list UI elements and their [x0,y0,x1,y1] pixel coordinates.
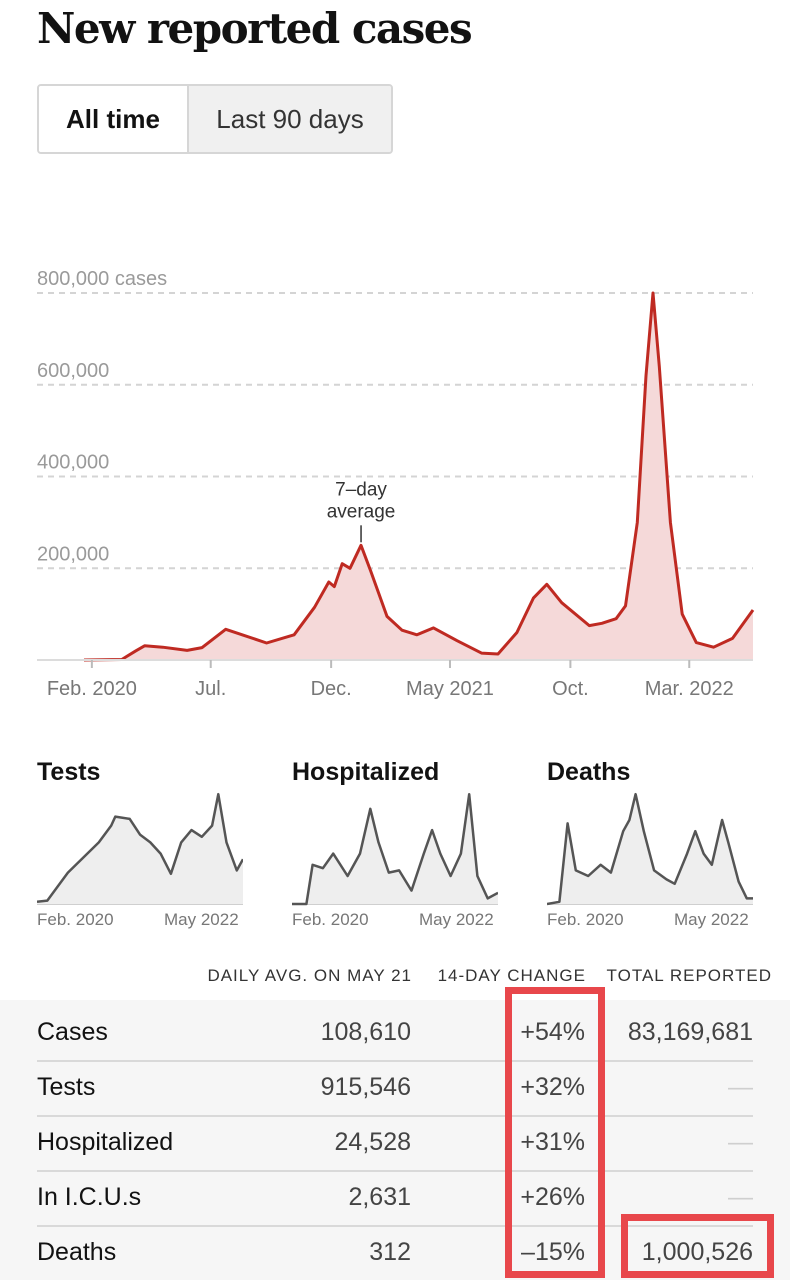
change-column-highlight [505,987,605,1278]
annotation-label: 7–day [335,479,387,500]
total-value: — [728,1183,753,1211]
x-tick-label: Oct. [552,678,589,700]
x-tick-label: May 2021 [406,678,494,700]
table-row: Tests 915,546 +32% — [37,1061,753,1117]
row-label: Cases [37,1018,108,1046]
summary-table [0,1000,790,1280]
tests-x-end: May 2022 [164,910,239,929]
mini-line [37,792,243,904]
tests-chart [37,792,243,905]
header-14-day-change: 14-DAY CHANGE [437,966,586,985]
cases-chart: 800,000 cases 600,000 400,000 200,000 Feb. … [37,268,755,700]
tests-x-start: Feb. 2020 [37,910,114,929]
table-row: In I.C.U.s 2,631 +26% — [37,1171,753,1227]
cases-line [83,291,755,662]
y-tick-label: 200,000 [37,543,109,565]
deaths-total-highlight [621,1214,774,1278]
tab-all-time[interactable]: All time [39,86,189,152]
y-tick-label: 400,000 [37,452,109,474]
daily-avg-value: 108,610 [320,1018,411,1046]
hospitalized-chart [292,792,498,906]
deaths-chart-title: Deaths [547,758,631,786]
total-value: 83,169,681 [627,1018,753,1046]
daily-avg-value: 2,631 [348,1183,411,1211]
change-value: +54% [520,1018,585,1046]
row-label: Tests [37,1073,96,1101]
hospitalized-x-end: May 2022 [419,910,494,929]
mini-area [37,794,243,904]
tests-chart-title: Tests [37,758,101,786]
hospitalized-chart-title: Hospitalized [292,758,440,786]
mini-line [292,792,498,906]
time-range-toggle: All time Last 90 days [37,84,393,154]
total-value: — [728,1073,753,1101]
row-label: Hospitalized [37,1128,174,1156]
daily-avg-value: 915,546 [320,1073,411,1101]
y-tick-label: 600,000 [37,360,109,382]
daily-avg-value: 24,528 [334,1128,411,1156]
mini-area [292,794,498,904]
daily-avg-value: 312 [369,1238,411,1266]
x-tick-label: Mar. 2022 [645,678,734,700]
deaths-x-start: Feb. 2020 [547,910,624,929]
change-value: –15% [521,1238,585,1266]
mini-area [547,794,753,904]
total-value: — [728,1128,753,1156]
deaths-x-end: May 2022 [674,910,749,929]
mini-line [547,792,753,906]
deaths-chart [547,792,753,906]
change-value: +31% [520,1128,585,1156]
total-value: 1,000,526 [641,1238,753,1266]
table-row: Cases 108,610 +54% 83,169,681 [37,1006,753,1062]
change-value: +26% [520,1183,585,1211]
change-value: +32% [520,1073,585,1101]
x-tick-label: Dec. [311,678,352,700]
row-label: Deaths [37,1238,117,1266]
y-tick-label: 800,000 cases [37,268,167,290]
tab-last-90-days[interactable]: Last 90 days [189,86,391,152]
table-row: Hospitalized 24,528 +31% — [37,1116,753,1172]
page-title: New reported cases [37,4,473,53]
row-label: In I.C.U.s [37,1183,142,1211]
annotation-label: average [327,501,396,522]
header-daily-avg: DAILY AVG. ON MAY 21 [207,966,412,985]
x-tick-label: Feb. 2020 [47,678,137,700]
x-tick-label: Jul. [195,678,226,700]
header-total-reported: TOTAL REPORTED [606,966,772,985]
hospitalized-x-start: Feb. 2020 [292,910,369,929]
table-row: Deaths 312 –15% 1,000,526 [37,1226,753,1280]
